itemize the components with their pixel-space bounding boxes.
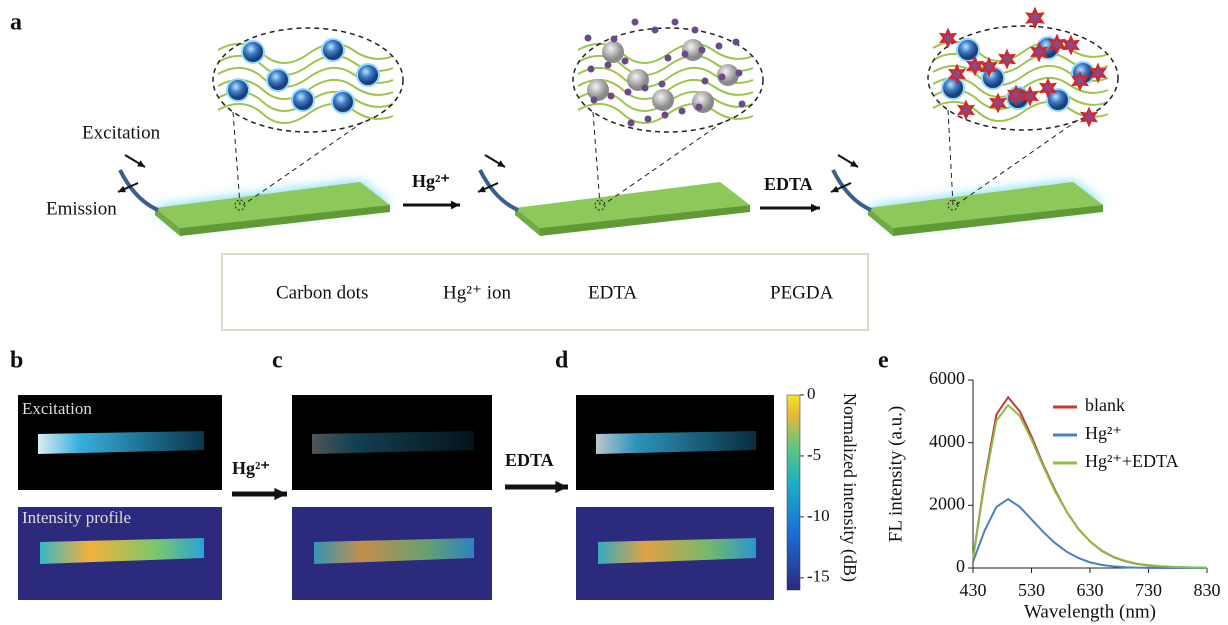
colorbar [787,395,800,590]
label: EDTA [764,174,813,194]
legend-label: Hg²⁺ ion [443,282,511,303]
zoom-line [948,110,953,205]
label: EDTA [505,450,554,470]
zoom-line [233,112,240,205]
x-tick-label: 630 [1077,580,1104,600]
label: Hg²⁺ [412,171,450,191]
hg-ion [645,116,652,123]
hg-ion [585,35,592,42]
fiber-light [312,431,474,454]
hg-ion [662,112,669,119]
hg-ion [665,55,672,62]
x-tick-label: 730 [1135,580,1162,600]
y-tick-label: 0 [956,556,965,576]
panel-label: b [10,348,23,374]
hg-ion [692,27,699,34]
hg-ion [696,104,703,111]
arrow-head [451,201,460,210]
x-tick-label: 430 [960,580,987,600]
quenched-dot [652,89,674,111]
carbon-dot [942,77,964,99]
hg-ion [608,93,615,100]
fiber [480,170,518,210]
carbon-dot [227,79,249,101]
image-label: Excitation [22,399,92,418]
line [973,499,1207,568]
hg-ion [702,78,709,85]
carbon-dot [322,39,344,61]
hg-ion [739,101,746,108]
y-axis-label: FL intensity (a.u.) [885,406,906,543]
carbon-dot [267,69,289,91]
colorbar-tick-label: -5 [807,445,821,464]
y-tick-label: 6000 [929,368,965,388]
hg-ion [632,19,639,26]
label: Hg²⁺ [232,458,270,478]
hg-ion [679,108,686,115]
quenched-dot [602,41,624,63]
arrow-head [555,481,568,493]
colorbar-tick-label: -15 [807,567,830,586]
legend-label: Hg²⁺ [1085,423,1122,443]
carbon-dot [292,89,314,111]
panel-label: e [878,348,889,374]
y-tick-label: 4000 [929,431,965,451]
hg-ion [625,89,632,96]
carbon-dot [332,91,354,113]
label: Excitation [82,122,161,143]
fiber-light [38,431,204,454]
colorbar-tick-label: 0 [807,384,816,403]
hg-ion [652,27,659,34]
colorbar-label: Normalized intensity (dB) [839,393,860,582]
x-axis-label: Wavelength (nm) [1024,601,1156,622]
hg-ion [736,70,743,77]
fiber [120,170,158,210]
hg-ion [605,62,612,69]
fiber [833,170,871,210]
hg-ion [733,39,740,46]
colorbar-tick-label: -10 [807,506,830,525]
hg-ion [642,85,649,92]
y-tick-label: 2000 [929,493,965,513]
carbon-dot [357,64,379,86]
zoom-line [593,112,600,205]
fiber-light [596,431,756,454]
x-tick-label: 530 [1018,580,1045,600]
hg-ion [611,36,618,43]
hg-ion [628,120,635,127]
hg-ion [672,19,679,26]
legend-label: blank [1085,395,1125,415]
legend-label: Hg²⁺+EDTA [1085,451,1179,471]
legend-label: Carbon dots [276,282,368,303]
hg-ion [716,43,723,50]
hg-ion [588,66,595,73]
x-tick-label: 830 [1194,580,1221,600]
panel-label: c [272,348,283,374]
panel-label: d [555,348,569,374]
hg-ion [699,47,706,54]
hg-ion [659,81,666,88]
label: Emission [46,198,117,219]
arrow-head [274,488,287,500]
carbon-dot [242,41,264,63]
image-label: Intensity profile [22,508,131,527]
edta [1027,9,1043,27]
hg-ion [622,58,629,65]
quenched-dot [587,79,609,101]
figure: a b c d e Excitation Emission Hg²⁺ EDTA … [0,0,1228,625]
legend-label: EDTA [588,282,637,303]
panel-label: a [10,10,22,36]
quenched-dot [692,91,714,113]
hg-ion [682,51,689,58]
arrow-head [811,204,820,213]
legend-label: PEGDA [770,282,834,303]
hg-ion [591,97,598,104]
hg-ion [719,74,726,81]
